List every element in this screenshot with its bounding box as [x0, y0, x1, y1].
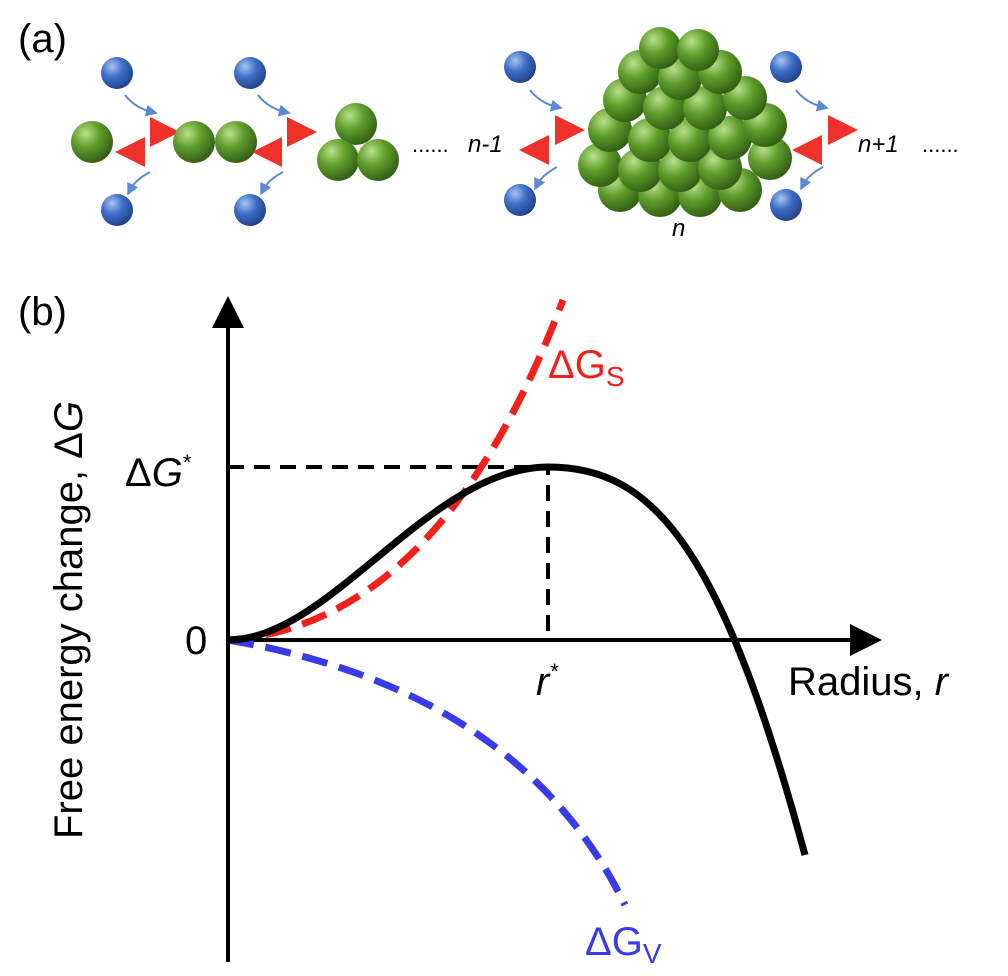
cluster: [578, 27, 792, 217]
n-plus-1-label: n+1: [858, 131, 899, 158]
critical-radius-label: r*: [536, 659, 559, 704]
monomer-step: [71, 57, 180, 226]
n-minus-1-label: n-1: [468, 131, 503, 158]
symbol: r: [536, 660, 551, 704]
dimer-step: [173, 57, 317, 226]
n-label: n: [672, 215, 685, 242]
text: Free energy change,: [47, 459, 91, 839]
symbol: G: [47, 401, 91, 432]
trimer: [317, 103, 399, 181]
panel-label: (a): [18, 17, 67, 61]
text: Radius,: [788, 660, 935, 704]
sub: S: [606, 361, 625, 392]
star: *: [183, 450, 192, 475]
symbol: G: [152, 451, 183, 495]
origin-label: 0: [185, 619, 207, 663]
critical-energy-label: ΔG*: [125, 450, 192, 495]
surface-curve: [227, 298, 567, 644]
star: *: [549, 659, 559, 684]
main: ΔG: [585, 920, 643, 964]
critical-guides: [228, 465, 550, 640]
cluster-step: [504, 51, 585, 216]
delta: Δ: [125, 451, 152, 495]
x-axis-label: Radius, r: [788, 660, 950, 704]
ellipsis: ......: [412, 132, 449, 157]
panel-label: (b): [18, 290, 67, 334]
main: ΔG: [548, 343, 606, 387]
total-curve: [227, 463, 809, 856]
sub: V: [643, 938, 662, 969]
ellipsis: ......: [922, 132, 959, 157]
growth-step: [770, 51, 858, 221]
volume-curve: [227, 636, 629, 907]
volume-label: ΔGV: [585, 920, 662, 969]
symbol: r: [935, 660, 950, 704]
y-axis-label: Free energy change, ΔG: [47, 401, 91, 839]
delta: Δ: [47, 432, 91, 459]
surface-label: ΔGS: [548, 343, 625, 392]
